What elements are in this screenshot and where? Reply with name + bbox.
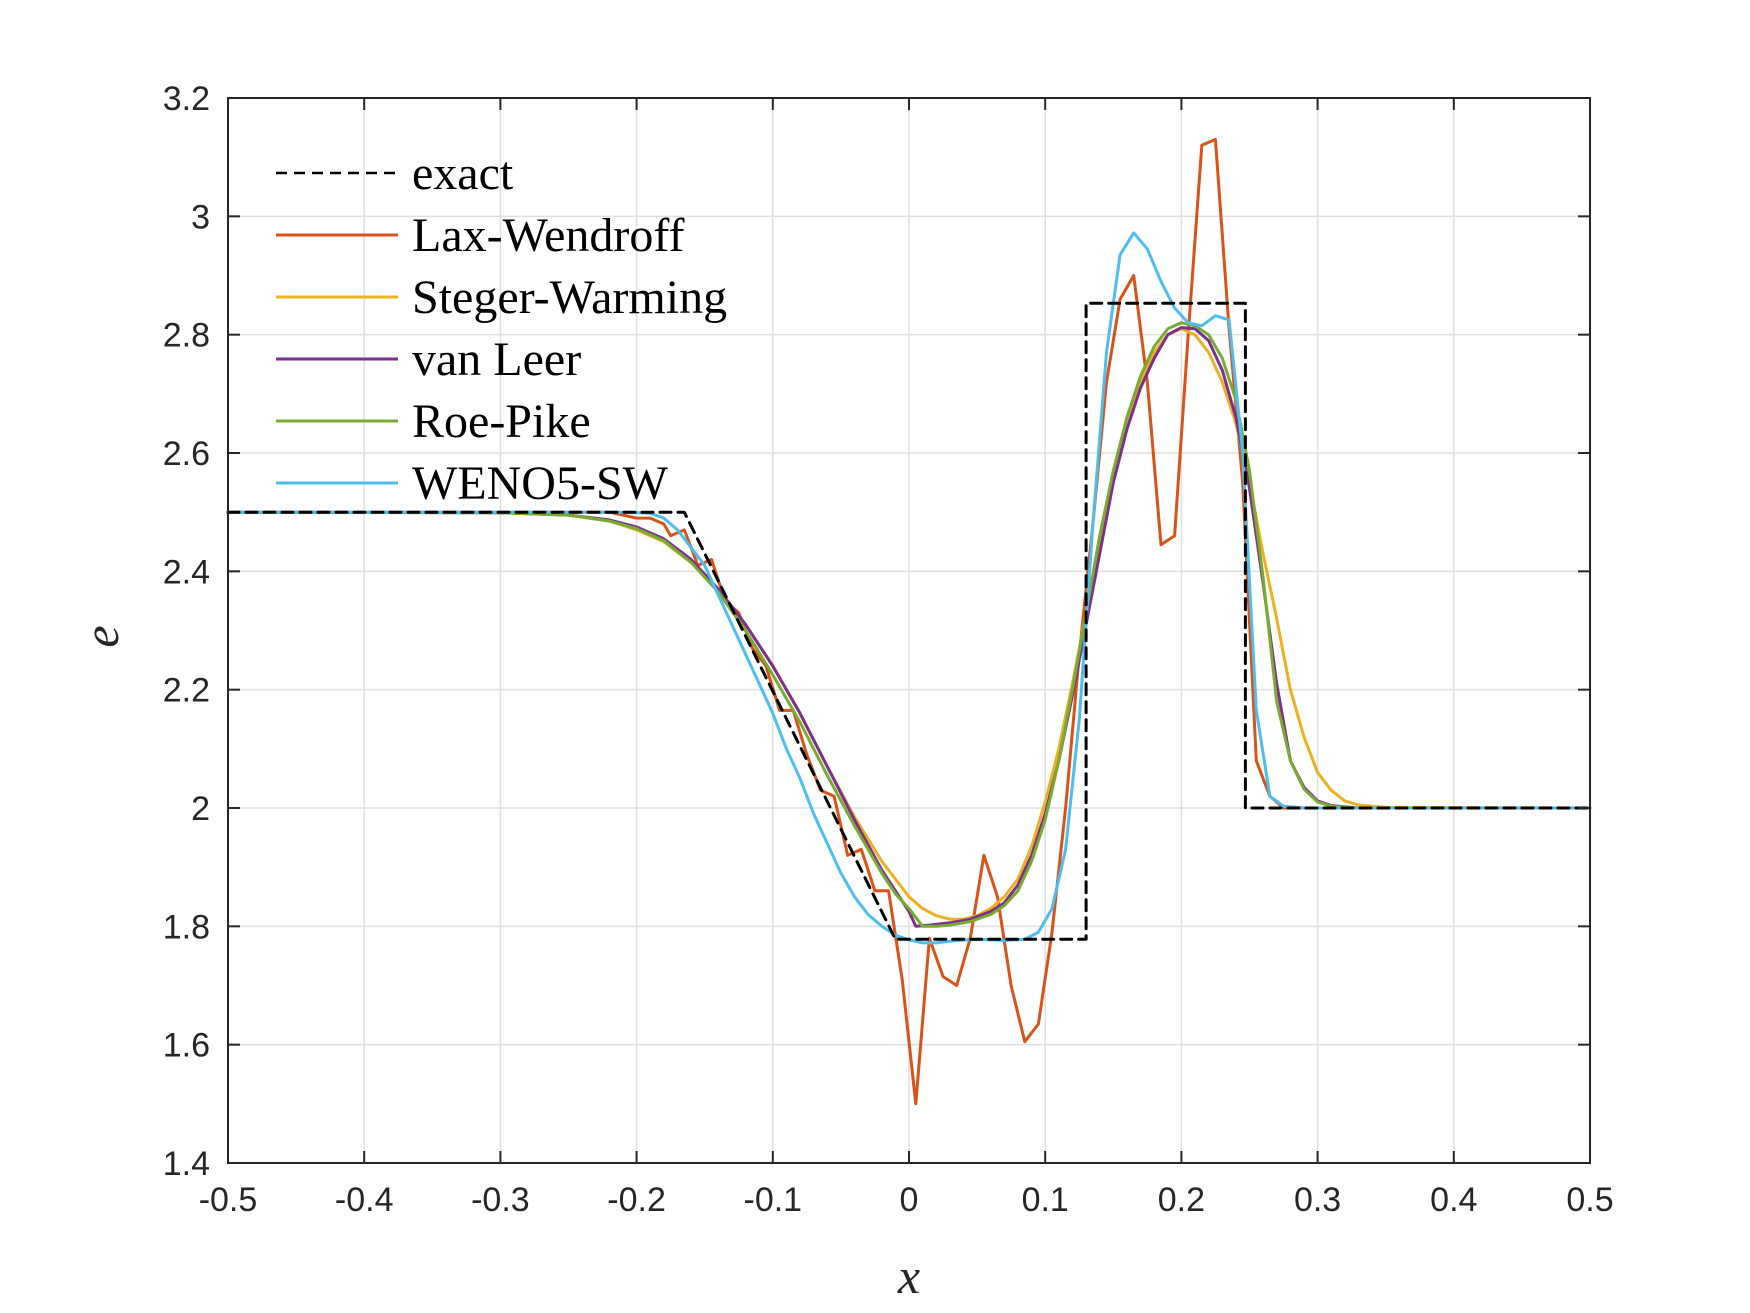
x-tick-label: -0.4 xyxy=(335,1181,394,1219)
axis-ticks: -0.5 -0.4 -0.3 -0.2 -0.1 0 0.1 0.2 0.3 0.4 0.5 1.4 1… xyxy=(163,80,1614,1219)
legend-label: Steger-Warming xyxy=(412,271,727,324)
y-tick-label: 2.2 xyxy=(163,672,210,710)
x-tick-label: -0.1 xyxy=(744,1181,803,1219)
x-tick-label: 0.5 xyxy=(1566,1181,1613,1219)
x-tick-label: -0.5 xyxy=(199,1181,258,1219)
y-axis-title: e xyxy=(73,625,129,647)
y-tick-label: 2.4 xyxy=(163,553,210,591)
legend: exact Lax-Wendroff Steger-Warming van Leer R… xyxy=(276,147,727,510)
x-tick-label: 0 xyxy=(900,1181,919,1219)
series-line-van-leer xyxy=(226,326,1592,928)
series-line-exact xyxy=(226,301,1592,941)
y-tick-label: 2.6 xyxy=(163,435,210,473)
y-tick-label: 1.4 xyxy=(163,1145,210,1183)
y-tick-label: 3 xyxy=(191,198,210,236)
y-tick-label: 2.8 xyxy=(163,317,210,355)
legend-label: exact xyxy=(412,147,514,200)
x-tick-label: 0.4 xyxy=(1430,1181,1477,1219)
legend-label: Lax-Wendroff xyxy=(412,209,684,262)
y-tick-label: 2 xyxy=(191,790,210,828)
x-tick-label: 0.3 xyxy=(1294,1181,1341,1219)
x-tick-label: 0.2 xyxy=(1158,1181,1205,1219)
legend-label: WENO5-SW xyxy=(412,457,669,510)
legend-label: van Leer xyxy=(412,333,581,386)
x-tick-label: -0.3 xyxy=(471,1181,530,1219)
y-tick-label: 1.8 xyxy=(163,908,210,946)
x-tick-label: -0.2 xyxy=(607,1181,666,1219)
series-line-weno5-sw xyxy=(226,231,1592,945)
plot-series xyxy=(226,137,1592,1106)
y-tick-label: 3.2 xyxy=(163,80,210,118)
legend-label: Roe-Pike xyxy=(412,395,591,448)
x-axis-title: x xyxy=(897,1248,920,1304)
x-tick-label: 0.1 xyxy=(1022,1181,1069,1219)
y-tick-label: 1.6 xyxy=(163,1027,210,1065)
